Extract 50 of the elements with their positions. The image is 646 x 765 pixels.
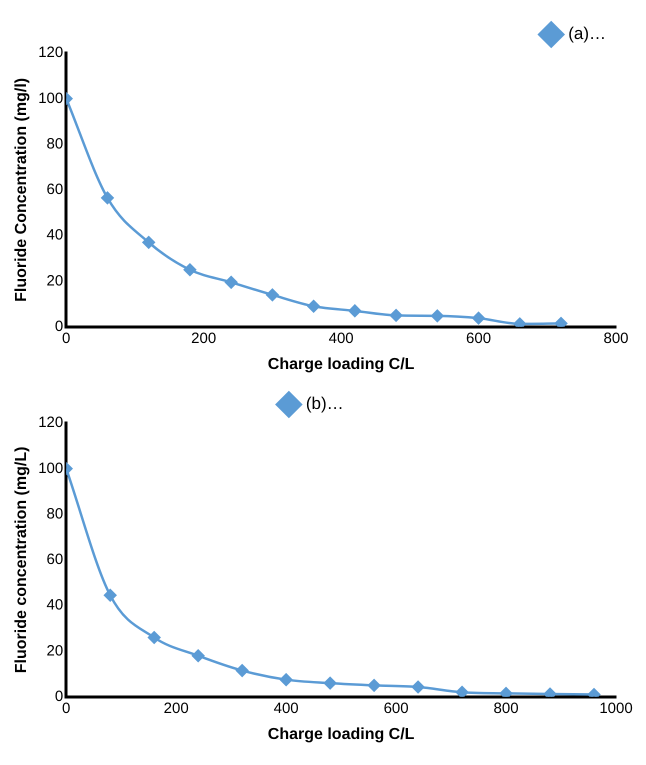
point bbox=[224, 276, 238, 289]
y-tick-label: 100 bbox=[38, 90, 64, 107]
point bbox=[390, 309, 402, 322]
point bbox=[368, 679, 380, 692]
point bbox=[554, 317, 568, 327]
point bbox=[431, 310, 444, 322]
point bbox=[266, 288, 279, 302]
y-tick-label: 100 bbox=[38, 460, 64, 477]
point bbox=[101, 192, 114, 204]
x-tick-label: 200 bbox=[164, 700, 189, 717]
legend-label: (b)… bbox=[306, 394, 344, 414]
y-tick-label: 60 bbox=[46, 551, 64, 568]
point bbox=[456, 686, 468, 697]
x-tick-label: 800 bbox=[603, 330, 629, 347]
x-tick-label: 200 bbox=[191, 330, 216, 347]
x-tick-label: 400 bbox=[274, 700, 299, 717]
point bbox=[104, 589, 116, 602]
point bbox=[142, 236, 155, 249]
y-tick-label: 0 bbox=[54, 688, 64, 705]
x-tick-label: 600 bbox=[466, 330, 492, 347]
point bbox=[472, 312, 485, 324]
point bbox=[500, 687, 512, 697]
point bbox=[348, 304, 362, 318]
x-tick-label: 400 bbox=[328, 330, 354, 347]
point bbox=[184, 264, 196, 276]
y-axis-title: Fluoride concentration (mg/L) bbox=[13, 446, 30, 674]
x-tick-label: 600 bbox=[384, 700, 409, 717]
y-tick-label: 40 bbox=[46, 596, 64, 614]
legend-label: (a)… bbox=[568, 24, 606, 44]
y-axis-title: Fluoride Concentration (mg/l) bbox=[13, 78, 30, 302]
x-tick-label: 1000 bbox=[599, 700, 633, 717]
point bbox=[280, 673, 292, 686]
y-tick-label: 20 bbox=[46, 642, 64, 660]
point bbox=[412, 680, 424, 694]
x-axis-title: Charge loading C/L bbox=[268, 356, 415, 373]
y-tick-label: 120 bbox=[38, 44, 64, 62]
point bbox=[324, 676, 336, 690]
y-tick-label: 20 bbox=[46, 272, 64, 290]
y-tick-label: 120 bbox=[38, 414, 64, 432]
point bbox=[236, 664, 248, 677]
y-tick-label: 60 bbox=[46, 181, 64, 198]
y-tick-label: 40 bbox=[46, 226, 64, 244]
x-tick-label: 800 bbox=[494, 700, 519, 717]
y-tick-label: 80 bbox=[46, 505, 64, 522]
point bbox=[307, 300, 320, 313]
y-tick-label: 0 bbox=[54, 318, 64, 335]
point bbox=[192, 649, 204, 662]
x-axis-title: Charge loading C/L bbox=[268, 726, 415, 743]
y-tick-label: 80 bbox=[46, 135, 64, 152]
point bbox=[148, 631, 160, 644]
